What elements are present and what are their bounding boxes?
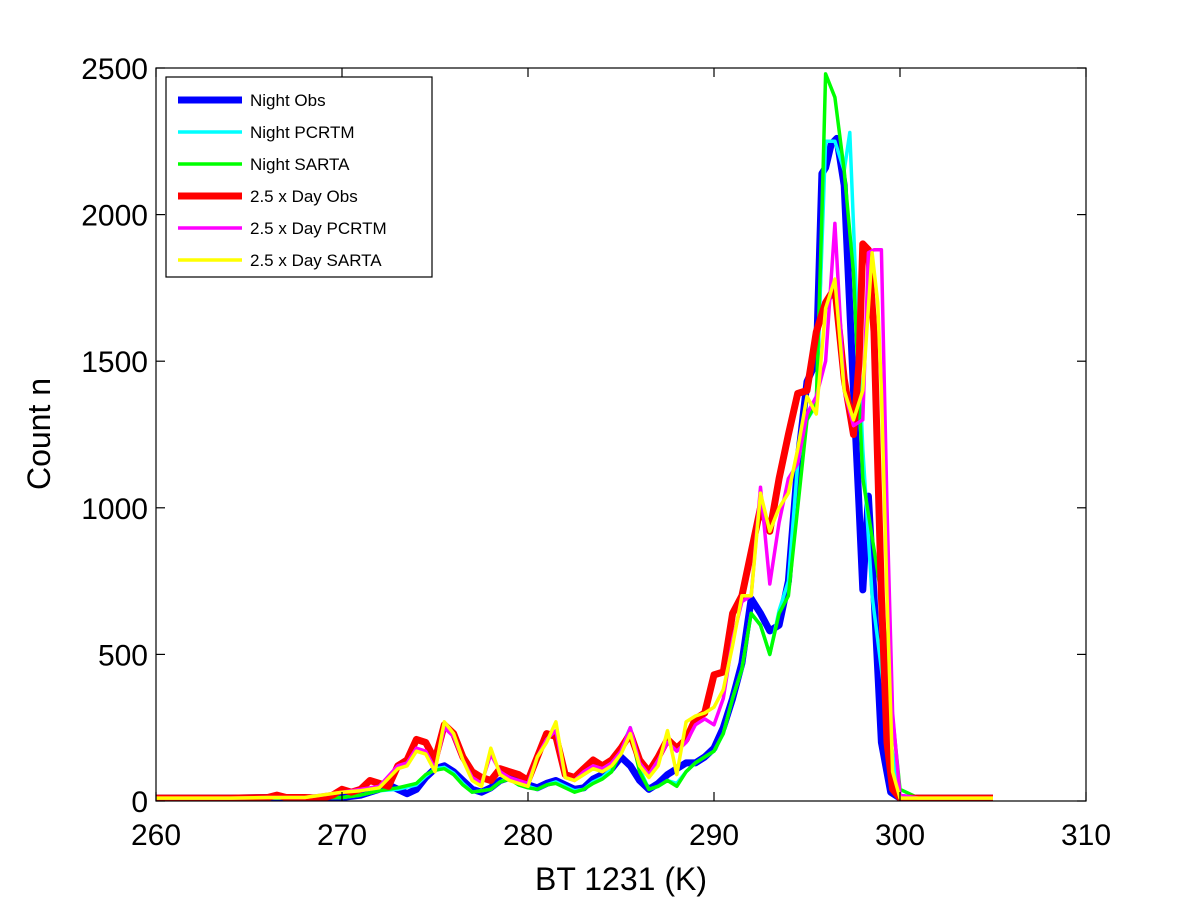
y-tick-label: 2500 — [81, 53, 148, 86]
x-tick-label: 260 — [131, 819, 181, 852]
legend-label: Night SARTA — [250, 155, 350, 174]
legend-entry: 2.5 x Day Obs — [178, 187, 358, 206]
legend-entry: Night PCRTM — [178, 123, 355, 142]
legend-label: 2.5 x Day Obs — [250, 187, 358, 206]
tick-labels-layer: 260 270 280 290 300 310 0 500 1000 1500 2000 2500 — [81, 53, 1111, 852]
plot-area-frame — [155, 67, 1087, 802]
x-tick-label: 290 — [689, 819, 739, 852]
series-layer — [156, 72, 993, 801]
y-tick-label: 0 — [131, 786, 148, 819]
legend-box — [165, 76, 433, 278]
y-tick-label: 1000 — [81, 493, 148, 526]
legend-label: Night Obs — [250, 91, 326, 110]
legend-entry: Night SARTA — [178, 155, 350, 174]
ticks-layer — [155, 67, 1087, 802]
x-axis-title: BT 1231 (K) — [535, 861, 707, 897]
series-line-2-5-x-day-sarta — [156, 250, 993, 800]
legend: Night Obs Night PCRTM Night SARTA 2.5 x Day… — [165, 76, 433, 278]
legend-label: Night PCRTM — [250, 123, 355, 142]
x-tick-label: 280 — [503, 819, 553, 852]
y-tick-label: 2000 — [81, 200, 148, 233]
legend-entry: 2.5 x Day SARTA — [178, 251, 382, 270]
x-tick-label: 310 — [1061, 819, 1111, 852]
y-tick-label: 1500 — [81, 346, 148, 379]
y-tick-label: 500 — [98, 639, 148, 672]
series-line-night-sarta — [156, 72, 993, 800]
legend-label: 2.5 x Day SARTA — [250, 251, 382, 270]
legend-entry: Night Obs — [178, 91, 326, 110]
legend-entry: 2.5 x Day PCRTM — [178, 219, 387, 238]
x-tick-label: 270 — [317, 819, 367, 852]
y-axis-title: Count n — [21, 378, 57, 490]
x-tick-label: 300 — [875, 819, 925, 852]
legend-label: 2.5 x Day PCRTM — [250, 219, 387, 238]
